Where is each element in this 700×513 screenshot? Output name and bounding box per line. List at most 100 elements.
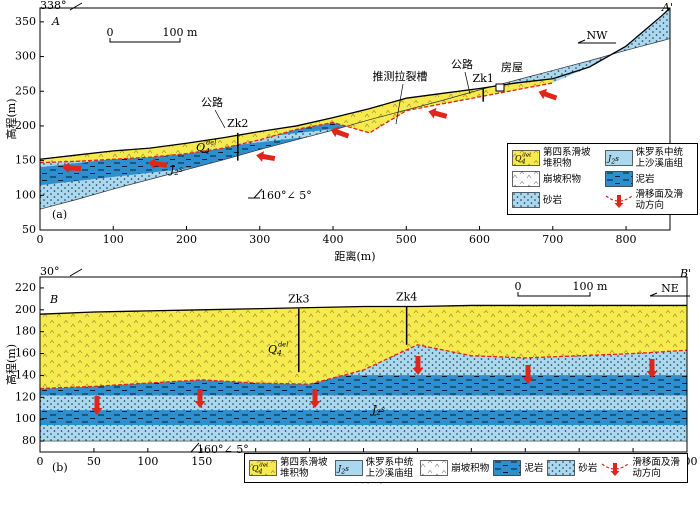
unit-tail: s xyxy=(381,405,385,414)
legend-item: 泥岩 xyxy=(604,171,694,187)
slide-arrow xyxy=(330,126,350,139)
y-tick-label: 120 xyxy=(15,390,36,403)
ground-line xyxy=(40,304,687,315)
x-tick-label: 100 xyxy=(103,233,124,246)
legend-item: J2s 侏罗系中统上沙溪庙组 xyxy=(604,147,694,169)
legend-label: 侏罗系中统上沙溪庙组 xyxy=(635,147,684,169)
legend-item: 泥岩 xyxy=(493,457,543,479)
panel-label: (a) xyxy=(52,208,67,221)
legend-swatch xyxy=(512,192,540,208)
slide-arrow xyxy=(538,88,558,101)
swatch-fill xyxy=(512,171,540,187)
y-tick-label: 200 xyxy=(15,303,36,316)
borehole-label: Zk2 xyxy=(227,117,248,130)
legend-item: 砂岩 xyxy=(547,457,597,479)
x-tick-label: 600 xyxy=(469,233,490,246)
unit-label: J2s xyxy=(370,403,385,417)
swatch-fill xyxy=(420,460,449,476)
end-label: A' xyxy=(661,1,673,14)
legend-swatch: J2s xyxy=(334,460,363,476)
y-tick-label: 200 xyxy=(15,119,36,132)
slip-surface xyxy=(40,82,553,164)
x-tick-label: 800 xyxy=(616,233,637,246)
unit-sup: del xyxy=(278,341,288,349)
slide-arrow xyxy=(428,107,448,119)
direction-label: NE xyxy=(661,282,679,295)
legend-item: 崩坡积物 xyxy=(420,457,489,479)
scale-end: 100 m xyxy=(573,280,608,293)
dip-symbol xyxy=(185,442,200,453)
x-tick-label: 700 xyxy=(542,233,563,246)
slide-arrow xyxy=(412,356,424,375)
legend-swatch xyxy=(512,171,540,187)
borehole-label: Zk1 xyxy=(473,72,494,85)
legend-swatch: J2s xyxy=(604,150,633,166)
unit-main: J xyxy=(370,403,377,416)
legend-item: Q4del 第四系滑坡堆积物 xyxy=(249,457,331,479)
legend-swatch xyxy=(604,171,633,187)
y-tick-label: 80 xyxy=(22,434,36,447)
x-tick-label: 200 xyxy=(176,233,197,246)
azimuth-mark xyxy=(69,268,83,277)
x-tick-label: 400 xyxy=(323,233,344,246)
unit-main: J xyxy=(168,163,175,176)
legend-label: 第四系滑坡堆积物 xyxy=(543,147,591,169)
unit-tail: s xyxy=(615,154,619,163)
legend-label: 第四系滑坡堆积物 xyxy=(280,457,328,479)
legend-label: 泥岩 xyxy=(524,462,544,474)
unit-main: J xyxy=(606,154,612,163)
legend-item: 砂岩 xyxy=(512,189,601,211)
legend-swatch xyxy=(547,460,576,476)
slip-surface xyxy=(40,344,687,390)
legend-swatch xyxy=(601,463,629,476)
unit-sub: 4 xyxy=(204,146,210,155)
legend-item: Q4del 第四系滑坡堆积物 xyxy=(512,147,601,169)
y-tick-label: 300 xyxy=(15,50,36,63)
unit-sup: del xyxy=(206,139,216,147)
annotation: 推测拉裂槽 xyxy=(373,69,428,83)
unit-sub: 2 xyxy=(610,158,615,165)
swatch-fill xyxy=(604,150,633,166)
swatch-fill xyxy=(334,460,363,476)
unit-tail: s xyxy=(179,165,183,174)
unit-label: Q4del xyxy=(196,139,216,156)
dip-symbol xyxy=(248,188,263,199)
swatch-arrow xyxy=(610,463,620,476)
x-tick-label: 150 xyxy=(191,455,212,468)
scale-start: 0 xyxy=(107,26,114,39)
leader-line xyxy=(395,83,404,125)
unit-tail: s xyxy=(345,464,349,473)
unit-label: Q4del xyxy=(252,462,268,475)
unit-main: Q xyxy=(252,464,259,473)
legend-label: 砂岩 xyxy=(543,194,563,206)
leader-line xyxy=(214,109,226,129)
direction-arrow xyxy=(577,39,616,44)
unit-main: J xyxy=(336,464,342,473)
annotation: 公路 xyxy=(201,96,223,109)
x-axis-label: 距离(m) xyxy=(334,249,375,263)
swatch-slip xyxy=(601,463,629,470)
azimuth: 30° xyxy=(40,265,60,278)
unit-sup: del xyxy=(522,152,531,158)
direction-arrow xyxy=(649,292,690,297)
unit-sub: 4 xyxy=(258,468,263,475)
y-tick-label: 100 xyxy=(15,188,36,201)
legend-label: 滑移面及滑动方向 xyxy=(632,457,680,479)
legend-label: 崩坡积物 xyxy=(543,173,582,185)
legend-label: 泥岩 xyxy=(635,173,655,185)
y-tick-label: 350 xyxy=(15,15,36,28)
y-tick-label: 160 xyxy=(15,347,36,360)
scale-start: 0 xyxy=(515,280,522,293)
end-label: B' xyxy=(679,267,691,280)
legend-item: J2s 侏罗系中统上沙溪庙组 xyxy=(334,457,417,479)
dip-label: 160°∠ 5° xyxy=(260,189,312,202)
scale-bar xyxy=(517,292,591,297)
direction-label: NW xyxy=(587,29,609,42)
scale-bar xyxy=(109,38,181,43)
annotation: 房屋 xyxy=(501,61,523,74)
slide-arrow xyxy=(91,396,103,415)
azimuth: 338° xyxy=(40,0,67,12)
unit-sub: 4 xyxy=(276,348,282,357)
